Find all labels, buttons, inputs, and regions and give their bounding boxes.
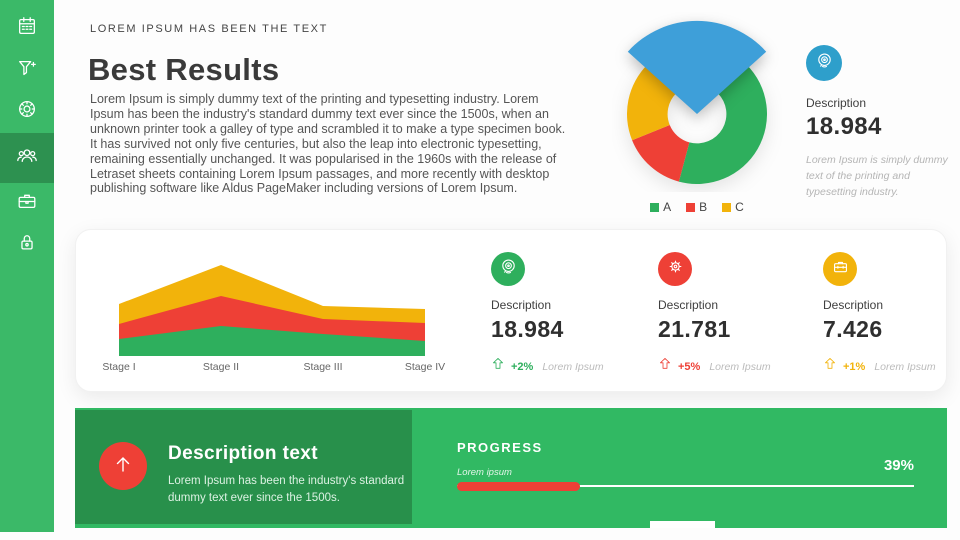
stage-label: Stage I [102, 361, 136, 373]
delta-note: Lorem Ipsum [542, 360, 604, 373]
progress-label: PROGRESS [457, 440, 543, 455]
legend-swatch [686, 202, 696, 212]
stat-label: Description [491, 298, 552, 312]
intro-paragraph: Lorem Ipsum is simply dummy text of the … [90, 92, 566, 196]
sidebar-item-calendar[interactable] [0, 8, 54, 50]
banner-bottom-tab [650, 521, 715, 528]
bottom-banner: Description text Lorem Ipsum has been th… [75, 408, 947, 528]
filter-plus-icon [16, 57, 38, 84]
lock-icon [16, 231, 38, 258]
banner-title: Description text [168, 443, 318, 464]
legend-label: A [663, 200, 672, 214]
delta-note: Lorem Ipsum [874, 360, 936, 373]
stat-value: 21.781 [658, 316, 731, 342]
arrow-up-icon [491, 357, 505, 376]
donut-legend: A B C [612, 200, 782, 214]
area-chart [119, 265, 425, 356]
kicker-text: LOREM IPSUM HAS BEEN THE TEXT [90, 23, 328, 35]
delta-row: +5% Lorem Ipsum [658, 357, 818, 376]
sidebar-item-briefcase[interactable] [0, 183, 54, 225]
stat-value: 18.984 [806, 113, 882, 140]
banner-description-panel: Description text Lorem Ipsum has been th… [75, 410, 412, 524]
banner-text: Lorem Ipsum has been the industry's stan… [168, 475, 405, 504]
legend-item-B: B [686, 200, 707, 214]
stage-label: Stage III [303, 361, 343, 373]
page-title: Best Results [88, 52, 280, 87]
legend-label: C [735, 200, 744, 214]
briefcase-icon [16, 190, 38, 217]
delta-percent: +2% [511, 360, 534, 373]
side-stat-panel: Description 18.984 Lorem Ipsum is simply… [806, 45, 951, 200]
users-icon [16, 144, 38, 171]
arrow-up-icon [823, 357, 837, 376]
webcam-icon [491, 252, 525, 286]
donut-svg [627, 20, 767, 184]
webcam-icon [806, 45, 842, 81]
toolbox-icon [823, 252, 857, 286]
progress-sublabel: Lorem ipsum [457, 467, 512, 478]
stats-card: Stage I Stage II Stage III Stage IV Descrip… [75, 229, 947, 392]
arrow-up-icon [658, 357, 672, 376]
progress-fill [457, 482, 581, 491]
progress-section: PROGRESS Lorem ipsum 39% [457, 408, 914, 528]
stat-col-1: Description 18.984 +2% Lorem Ipsum [491, 252, 651, 376]
stat-value: 18.984 [491, 316, 564, 342]
stat-label: Description [806, 96, 867, 110]
sidebar-item-lock[interactable] [0, 224, 54, 266]
stat-label: Description [658, 298, 719, 312]
stat-col-3: Description 7.426 +1% Lorem Ipsum [823, 252, 960, 376]
settings-icon [16, 98, 38, 125]
delta-note: Lorem Ipsum [709, 360, 771, 373]
legend-label: B [699, 200, 708, 214]
stat-col-2: Description 21.781 +5% Lorem Ipsum [658, 252, 818, 376]
legend-item-A: A [650, 200, 671, 214]
delta-percent: +1% [843, 360, 866, 373]
stat-value: 7.426 [823, 316, 883, 342]
progress-track [457, 485, 914, 487]
donut-chart: A B C [612, 12, 782, 214]
calendar-icon [16, 15, 38, 42]
sidebar-item-settings[interactable] [0, 91, 54, 133]
delta-row: +2% Lorem Ipsum [491, 357, 651, 376]
stat-label: Description [823, 298, 884, 312]
stat-note: Lorem Ipsum is simply dummy text of the … [806, 154, 948, 198]
gear-icon [658, 252, 692, 286]
legend-swatch [650, 202, 660, 212]
sidebar [0, 0, 54, 532]
delta-percent: +5% [678, 360, 701, 373]
stage-label: Stage IV [404, 361, 446, 373]
progress-percent: 39% [883, 457, 914, 474]
sidebar-item-users[interactable] [0, 132, 54, 183]
delta-row: +1% Lorem Ipsum [823, 357, 960, 376]
stage-label: Stage II [202, 361, 240, 373]
legend-swatch [722, 202, 732, 212]
sidebar-item-filter-plus[interactable] [0, 50, 54, 92]
arrow-up-icon [99, 442, 147, 490]
legend-item-C: C [722, 200, 744, 214]
